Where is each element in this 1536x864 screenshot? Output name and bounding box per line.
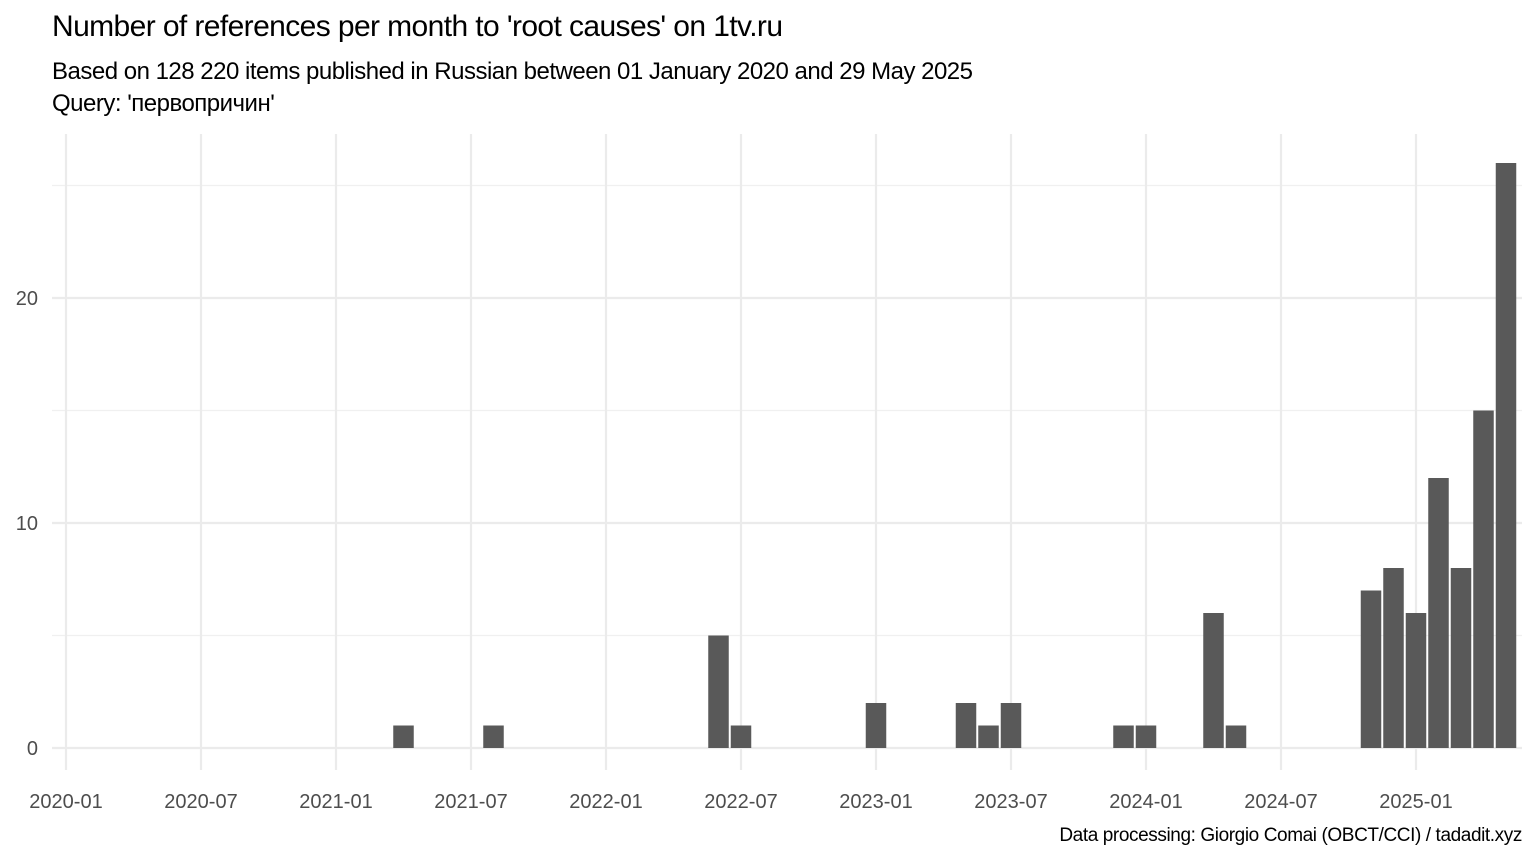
bar-2023-12 bbox=[1113, 725, 1134, 748]
bar-2024-11 bbox=[1360, 590, 1382, 748]
major-gridlines bbox=[52, 134, 1522, 770]
chart-title: Number of references per month to 'root … bbox=[52, 10, 783, 43]
bar-2022-06 bbox=[708, 635, 729, 748]
x-tick-label: 2021-07 bbox=[434, 791, 507, 813]
bar-2024-12 bbox=[1383, 568, 1404, 748]
minor-gridlines bbox=[52, 184, 1522, 637]
x-tick-label: 2021-01 bbox=[299, 791, 372, 813]
x-tick-label: 2023-07 bbox=[974, 791, 1047, 813]
bar-2025-03 bbox=[1450, 568, 1472, 748]
chart-caption: Data processing: Giorgio Comai (OBCT/CCI… bbox=[1059, 825, 1522, 846]
y-tick-label: 10 bbox=[16, 513, 38, 535]
y-axis-tick-labels: 0 10 20 bbox=[16, 288, 38, 760]
x-tick-label: 2022-07 bbox=[704, 791, 777, 813]
bar-2025-02 bbox=[1428, 478, 1449, 748]
x-tick-label: 2024-01 bbox=[1109, 791, 1182, 813]
bar-2023-01 bbox=[865, 703, 887, 748]
bar-2024-05 bbox=[1225, 725, 1247, 748]
y-tick-label: 0 bbox=[27, 738, 38, 760]
bar-2023-06 bbox=[978, 725, 999, 748]
bar-2022-07 bbox=[730, 725, 752, 748]
y-tick-label: 20 bbox=[16, 288, 38, 310]
bar-2025-01 bbox=[1405, 613, 1427, 748]
x-tick-label: 2025-01 bbox=[1379, 791, 1452, 813]
x-tick-label: 2024-07 bbox=[1244, 791, 1317, 813]
bar-2021-08 bbox=[483, 725, 504, 748]
x-axis-tick-labels: 2020-01 2020-07 2021-01 2021-07 2022-01 2022-… bbox=[29, 791, 1452, 813]
x-tick-label: 2020-01 bbox=[29, 791, 102, 813]
bar-2025-04 bbox=[1473, 410, 1494, 748]
bars bbox=[393, 163, 1517, 748]
chart-query-line: Query: 'первопричин' bbox=[52, 90, 275, 117]
bar-2023-05 bbox=[955, 703, 977, 748]
bar-2021-04 bbox=[393, 725, 414, 748]
x-tick-label: 2022-01 bbox=[569, 791, 642, 813]
x-tick-label: 2020-07 bbox=[164, 791, 237, 813]
bar-2023-07 bbox=[1000, 703, 1022, 748]
chart-subtitle: Based on 128 220 items published in Russ… bbox=[52, 58, 973, 85]
bar-2024-01 bbox=[1135, 725, 1157, 748]
bar-2025-05 bbox=[1495, 163, 1517, 748]
x-tick-label: 2023-01 bbox=[839, 791, 912, 813]
bar-2024-04 bbox=[1203, 613, 1224, 748]
